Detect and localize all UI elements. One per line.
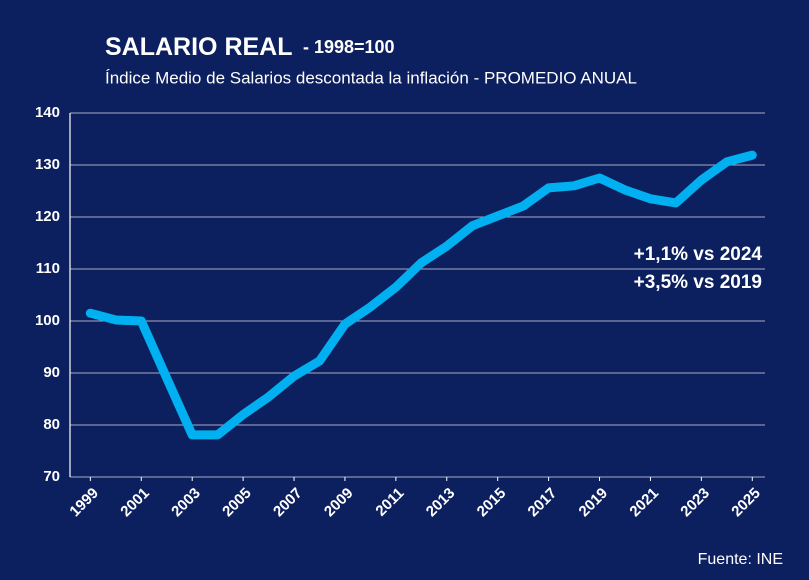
y-tick-label: 80 [43, 416, 60, 433]
y-tick-label: 100 [35, 312, 60, 329]
title-main: SALARIO REAL [105, 33, 293, 61]
subtitle: Índice Medio de Salarios descontada la i… [105, 68, 637, 87]
line-series [85, 150, 757, 440]
chart-title: SALARIO REAL - 1998=100 [105, 33, 395, 61]
y-tick-label: 140 [35, 104, 60, 121]
y-tick-label: 70 [43, 468, 60, 485]
y-tick-label: 120 [35, 208, 60, 225]
annotation: +3,5% vs 2019 [634, 272, 762, 293]
annotation: +1,1% vs 2024 [634, 244, 763, 265]
y-tick-label: 110 [36, 260, 60, 277]
title-note: - 1998=100 [303, 37, 395, 57]
source: Fuente: INE [698, 551, 783, 568]
y-tick-label: 90 [43, 364, 60, 381]
y-tick-label: 130 [35, 156, 60, 173]
